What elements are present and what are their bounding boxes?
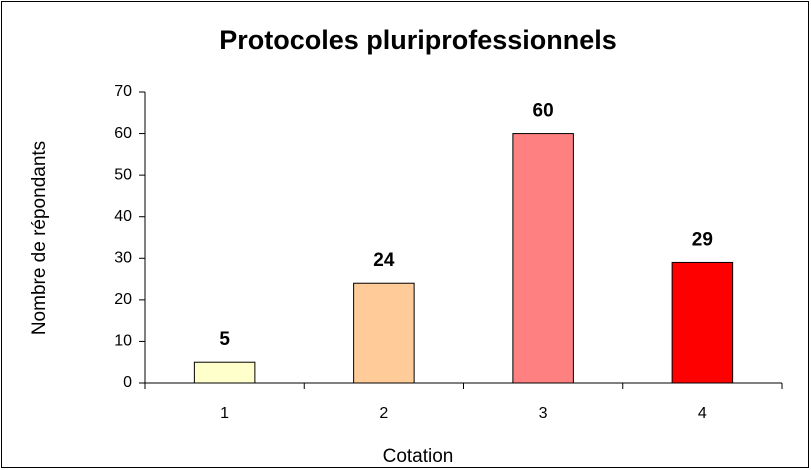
data-label: 24 (373, 250, 395, 271)
bar (671, 261, 734, 384)
data-label: 60 (533, 101, 554, 122)
y-tick-label: 10 (114, 333, 132, 350)
y-tick-label: 50 (114, 166, 132, 183)
y-tick-label: 40 (114, 208, 132, 225)
x-tick-label: 3 (539, 405, 548, 422)
x-tick-label: 4 (698, 405, 707, 422)
bar (512, 133, 574, 384)
y-tick-label: 0 (123, 374, 132, 391)
data-label: 5 (219, 329, 230, 350)
bar (353, 282, 415, 384)
y-tick-label: 30 (114, 250, 132, 267)
y-axis-label: Nombre de répondants (29, 141, 50, 335)
bar (193, 361, 256, 384)
x-axis-label: Cotation (383, 446, 454, 467)
chart-title: Protocoles pluriprofessionnels (219, 25, 617, 55)
data-label: 29 (692, 229, 713, 250)
x-tick-label: 2 (379, 405, 388, 422)
y-tick-label: 70 (114, 83, 132, 100)
y-tick-label: 60 (114, 125, 132, 142)
y-tick-label: 20 (114, 291, 132, 308)
x-tick-label: 1 (220, 405, 229, 422)
